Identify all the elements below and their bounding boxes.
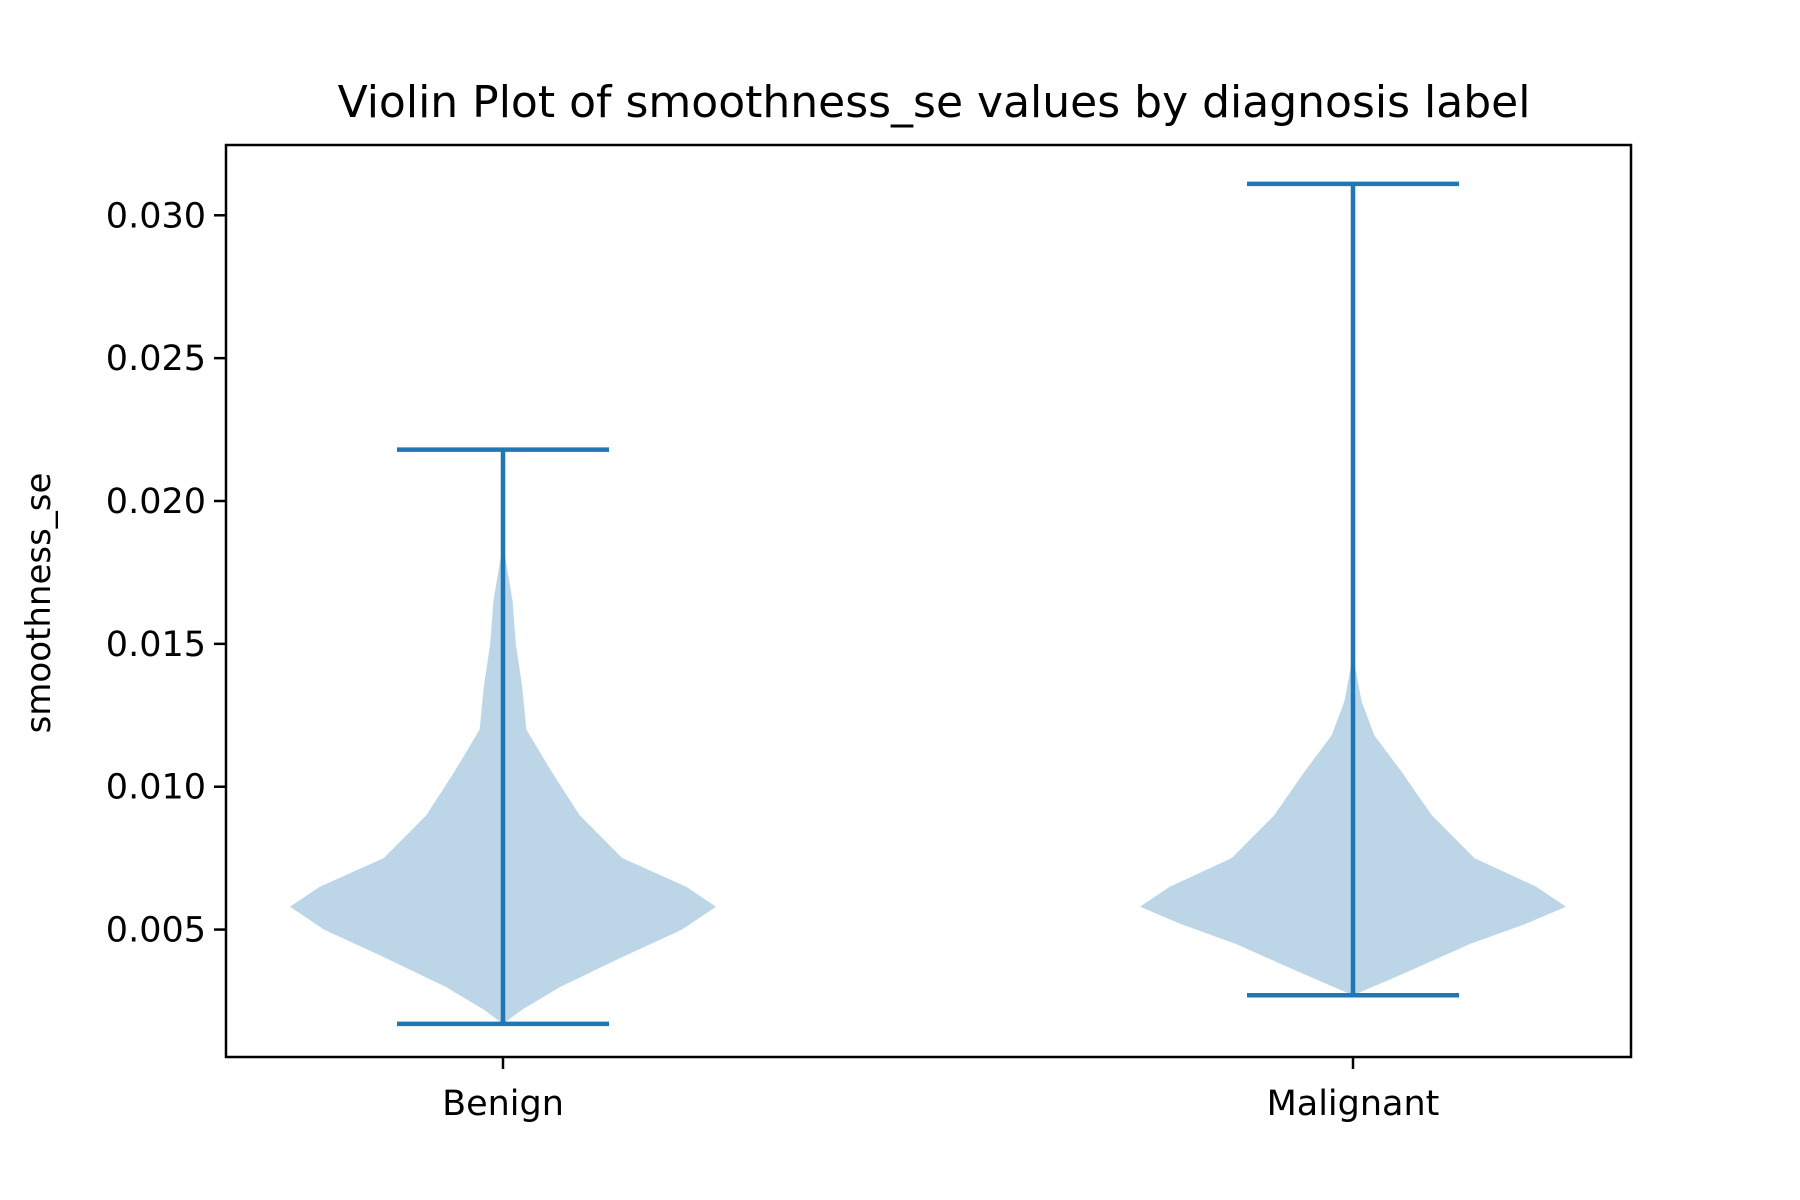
violins-layer: [290, 181, 1566, 1027]
y-axis-label: smoothness_se: [19, 473, 59, 734]
y-tick-label: 0.020: [106, 482, 206, 522]
x-tick-label: Malignant: [1267, 1084, 1440, 1124]
y-tick-label: 0.025: [106, 339, 206, 379]
x-axis-ticks: Benign Malignant: [442, 1057, 1439, 1124]
plot-area-frame: [224, 143, 1633, 1059]
chart-title: Violin Plot of smoothness_se values by d…: [338, 77, 1531, 128]
y-axis-ticks: 0.005 0.010 0.015 0.020 0.025 0.030: [106, 196, 226, 951]
y-tick-label: 0.015: [106, 625, 206, 665]
y-tick-label: 0.010: [106, 768, 206, 808]
y-tick-label: 0.030: [106, 196, 206, 236]
x-tick-label: Benign: [442, 1084, 564, 1124]
y-tick-label: 0.005: [106, 911, 206, 951]
